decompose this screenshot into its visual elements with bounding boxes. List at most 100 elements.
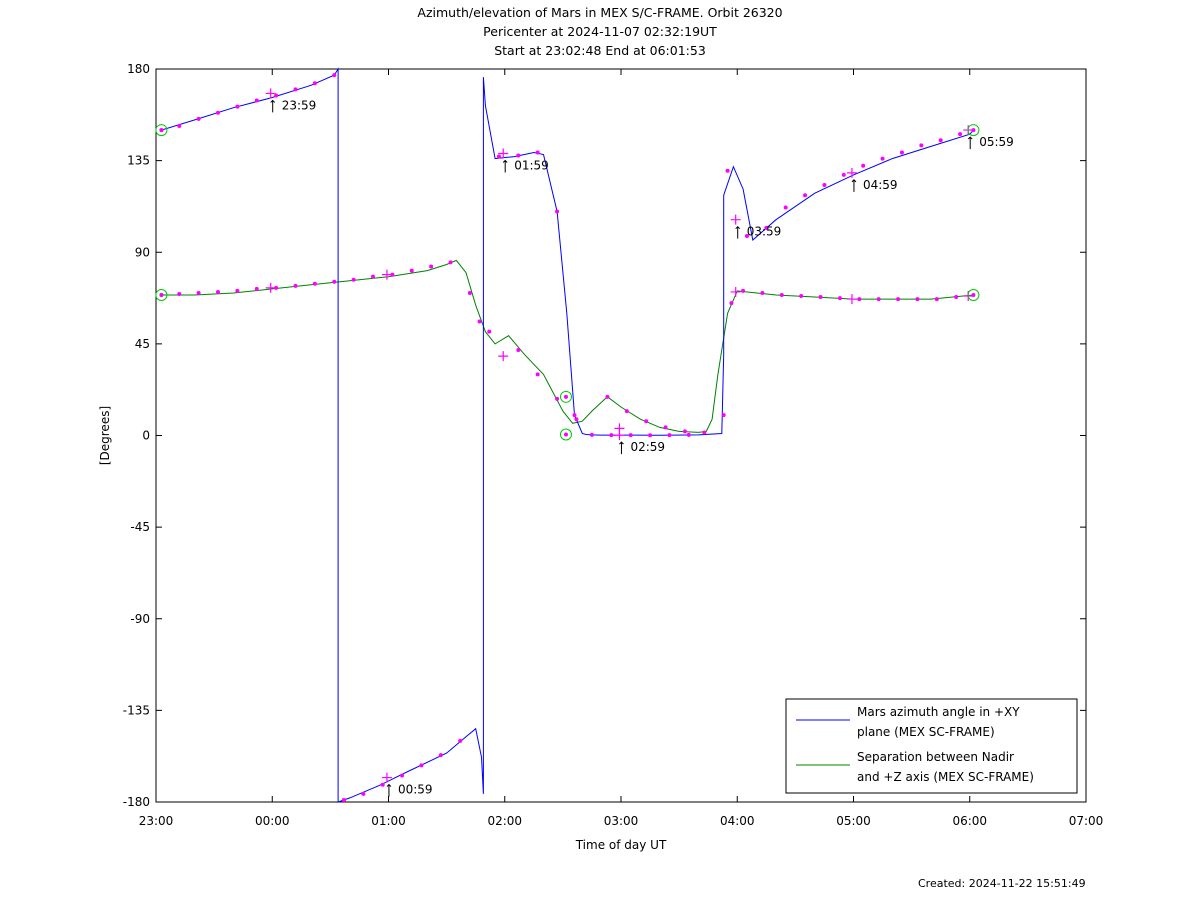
series-point (477, 319, 482, 324)
series-point (177, 291, 182, 296)
hour-arrow (851, 179, 857, 192)
series-point (667, 433, 672, 438)
series-point (899, 150, 904, 155)
series-point (896, 297, 901, 302)
hour-cross-marker (498, 148, 509, 159)
endpoint-circle-marker (967, 289, 980, 302)
series-point (293, 87, 298, 92)
hour-cross-marker (614, 423, 625, 434)
hour-cross-marker (498, 351, 509, 362)
y-tick-label: 90 (135, 245, 150, 259)
x-tick-label: 02:00 (487, 814, 522, 828)
series-point (919, 143, 924, 148)
series-point (254, 286, 259, 291)
y-tick-label: -180 (123, 795, 150, 809)
hour-cross-marker (846, 294, 857, 305)
series-point (841, 172, 846, 177)
series-point (861, 163, 866, 168)
legend-box (785, 698, 1078, 794)
axis-ticks: 23:00 00:00 01:00 02:00 03:00 04:00 05:00 06:00… (123, 62, 1104, 828)
series-point (390, 272, 395, 277)
series-markers: 23:59 00:59 01:59 02:59 03:59 04:59 05:59 (155, 73, 1014, 802)
hour-cross-marker (381, 269, 392, 280)
series-point (563, 394, 568, 399)
series-point (496, 154, 501, 159)
series-point (702, 430, 707, 435)
hour-cross-marker (730, 286, 741, 297)
series-point (574, 417, 579, 422)
hour-label: 01:59 (514, 158, 549, 172)
hour-label: 05:59 (979, 135, 1014, 149)
y-axis-label: [Degrees] (98, 406, 112, 465)
hour-label: 23:59 (282, 98, 317, 112)
hour-arrow (502, 159, 508, 173)
axis-labels: Time of day UT [Degrees] (98, 406, 667, 852)
series-point (624, 409, 629, 414)
series-point (216, 110, 220, 115)
x-tick-label: 23:00 (139, 814, 174, 828)
series-line (161, 259, 974, 433)
hour-arrow (619, 441, 624, 455)
hour-arrow (386, 783, 392, 797)
series-point (516, 347, 521, 352)
series-point (235, 288, 240, 293)
y-tick-label: 0 (142, 429, 150, 443)
series-point (361, 791, 366, 796)
series-point (605, 394, 610, 399)
legend-label: plane (MEX SC-FRAME) (857, 725, 995, 739)
series-point (954, 295, 959, 300)
series-point (648, 433, 653, 438)
series-point (293, 283, 298, 288)
chart-title-line: Azimuth/elevation of Mars in MEX S/C-FRA… (417, 5, 782, 20)
hour-label: 03:59 (747, 225, 782, 239)
endpoint-circle-marker (967, 124, 980, 137)
series-point (535, 150, 540, 155)
series-point (555, 396, 560, 401)
series-point (409, 268, 414, 273)
hour-cross-marker (730, 214, 741, 225)
series-point (721, 413, 726, 418)
series-point (332, 73, 337, 78)
endpoint-circle-marker (559, 390, 572, 403)
series-point (371, 274, 375, 279)
series-point (177, 124, 182, 129)
y-tick-label: 180 (127, 62, 150, 76)
x-tick-label: 05:00 (836, 814, 871, 828)
series-point (663, 425, 668, 430)
series-point (254, 98, 259, 103)
series-point (803, 193, 808, 198)
chart-title-line: Pericenter at 2024-11-07 02:32:19UT (483, 24, 717, 39)
series-point (857, 297, 862, 302)
series-point (971, 293, 976, 298)
series-point (764, 225, 769, 230)
hour-cross-marker (846, 167, 857, 178)
series-point (729, 301, 734, 306)
series-point (915, 297, 920, 302)
series-point (216, 289, 220, 294)
hour-arrow (967, 136, 973, 150)
series-point (628, 433, 633, 438)
series-point (274, 285, 279, 290)
legend-label: Mars azimuth angle in +XY (857, 705, 1020, 719)
series-point (196, 116, 201, 121)
x-tick-label: 06:00 (952, 814, 987, 828)
series-point (783, 205, 788, 210)
series-point (822, 183, 827, 188)
x-tick-label: 01:00 (371, 814, 406, 828)
series-point (159, 293, 164, 298)
series-point (312, 281, 317, 286)
series-point (312, 81, 317, 86)
series-point (467, 290, 472, 295)
x-tick-label: 07:00 (1069, 814, 1104, 828)
series-point (516, 153, 521, 158)
series-point (938, 138, 943, 143)
endpoint-circle-marker (155, 124, 168, 137)
series-point (535, 372, 540, 377)
hour-cross-marker (381, 772, 392, 783)
series-point (235, 104, 240, 109)
legend: Mars azimuth angle in +XY plane (MEX SC-F… (785, 698, 1078, 794)
series-point (779, 293, 784, 298)
series-point (487, 329, 492, 334)
y-tick-label: 135 (127, 154, 150, 168)
